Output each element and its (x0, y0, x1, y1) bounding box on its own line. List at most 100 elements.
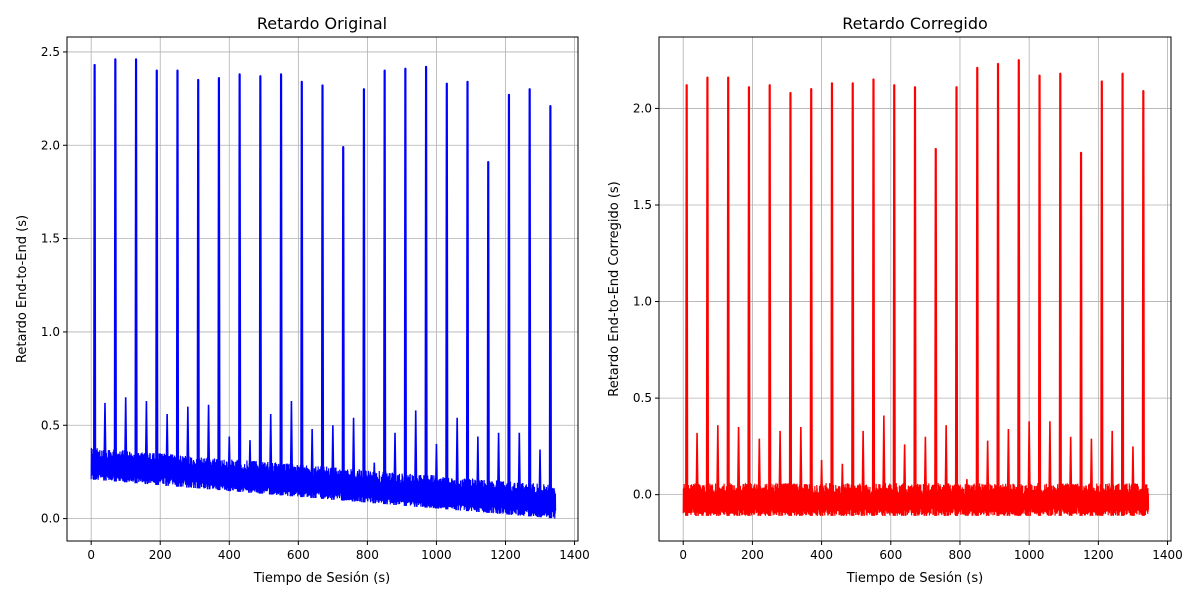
major-spike (1120, 72, 1125, 516)
major-spike (1141, 89, 1145, 516)
minor-spike (736, 427, 741, 516)
major-spike (747, 86, 751, 516)
minor-spike (517, 432, 522, 516)
minor-spike (965, 479, 969, 516)
chart-retardo-corregido: Retardo Corregido Tiempo de Sesión (s) R… (607, 14, 1183, 586)
major-spike (809, 88, 813, 516)
major-spike (996, 62, 1000, 516)
minor-spike (1048, 421, 1052, 516)
minor-spike (882, 415, 886, 516)
y-tick-label: 0.0 (633, 488, 652, 502)
minor-spike (1089, 438, 1094, 516)
x-tick-label: 0 (87, 548, 95, 562)
plot-frame (66, 36, 579, 542)
y-tick-label: 2.0 (41, 138, 60, 152)
major-spike (424, 65, 428, 508)
x-tick-label: 800 (949, 548, 972, 562)
y-tick-label: 1.0 (41, 325, 60, 339)
y-tick-label: 1.5 (41, 232, 60, 246)
major-spike (196, 78, 200, 489)
x-tick-label: 0 (679, 548, 687, 562)
y-tick-label: 1.5 (633, 198, 652, 212)
series-line (682, 59, 1150, 516)
major-spike (975, 66, 979, 516)
major-spike (258, 75, 262, 494)
major-spike (871, 78, 876, 516)
minor-spike (310, 428, 314, 499)
y-tick-label: 0.5 (41, 418, 60, 432)
major-spike (507, 93, 511, 515)
major-spike (705, 76, 710, 516)
x-tick-label: 400 (810, 548, 833, 562)
minor-spike (289, 400, 294, 497)
minor-spike (819, 459, 824, 516)
minor-spike (351, 417, 356, 502)
major-spike (685, 84, 689, 516)
minor-spike (144, 400, 149, 485)
minor-spike (715, 425, 720, 516)
major-spike (892, 84, 896, 516)
major-spike (155, 69, 159, 485)
minor-spike (103, 402, 107, 481)
x-tick-label: 1400 (1152, 548, 1183, 562)
minor-spike (799, 427, 803, 516)
major-spike (320, 84, 325, 499)
major-spike (934, 147, 938, 516)
minor-spike (227, 436, 232, 492)
major-spike (445, 82, 449, 510)
axis-ticks: 0 200 400 600 800 1000 1200 1400 0.0 0.5 1.0 1.5 2.0 (633, 101, 1183, 562)
major-spike (528, 88, 532, 517)
minor-spike (268, 414, 273, 495)
series-line (90, 58, 557, 519)
x-tick-label: 400 (218, 548, 241, 562)
minor-spike (496, 432, 501, 514)
x-tick-label: 1200 (1083, 548, 1114, 562)
minor-spike (165, 414, 169, 486)
axis-ticks: 0 200 400 600 800 1000 1200 1400 0.0 0.5 1.0 1.5 2.0… (41, 45, 590, 562)
minor-spike (413, 410, 418, 507)
minor-spike (476, 436, 480, 513)
minor-spike (248, 440, 252, 493)
minor-spike (206, 404, 211, 490)
minor-spike (372, 462, 377, 504)
chart-title: Retardo Original (257, 14, 387, 33)
major-spike (383, 69, 387, 505)
major-spike (238, 73, 242, 492)
major-spike (362, 88, 366, 503)
major-spike (465, 80, 470, 512)
minor-spike (1110, 430, 1115, 516)
major-spike (279, 73, 283, 496)
minor-spike (757, 438, 762, 516)
x-tick-label: 1000 (1014, 548, 1045, 562)
plot-frame (658, 36, 1172, 542)
major-spike (1037, 74, 1042, 516)
major-spike (93, 63, 97, 480)
major-spike (113, 58, 117, 482)
chart-retardo-original: Retardo Original Tiempo de Sesión (s) Re… (15, 14, 590, 586)
minor-spike (985, 440, 990, 516)
y-tick-label: 1.0 (633, 295, 652, 309)
minor-spike (186, 406, 190, 488)
chart-title: Retardo Corregido (842, 14, 988, 33)
y-tick-label: 2.5 (41, 45, 60, 59)
major-spike (548, 104, 552, 519)
major-spike (1079, 151, 1083, 516)
minor-spike (695, 432, 699, 516)
y-axis-label: Retardo End-to-End Corregido (s) (607, 181, 622, 397)
major-spike (341, 146, 345, 501)
x-tick-label: 1000 (421, 548, 452, 562)
major-spike (913, 86, 917, 516)
x-tick-label: 200 (741, 548, 764, 562)
minor-spike (944, 425, 948, 516)
major-spike (830, 82, 834, 516)
minor-spike (1006, 428, 1011, 516)
minor-spike (1131, 446, 1135, 516)
minor-spike (455, 417, 459, 511)
major-spike (851, 82, 855, 516)
x-tick-label: 200 (149, 548, 172, 562)
major-spike (300, 80, 304, 498)
major-spike (486, 160, 490, 513)
major-spike (768, 84, 772, 516)
minor-spike (123, 397, 128, 483)
